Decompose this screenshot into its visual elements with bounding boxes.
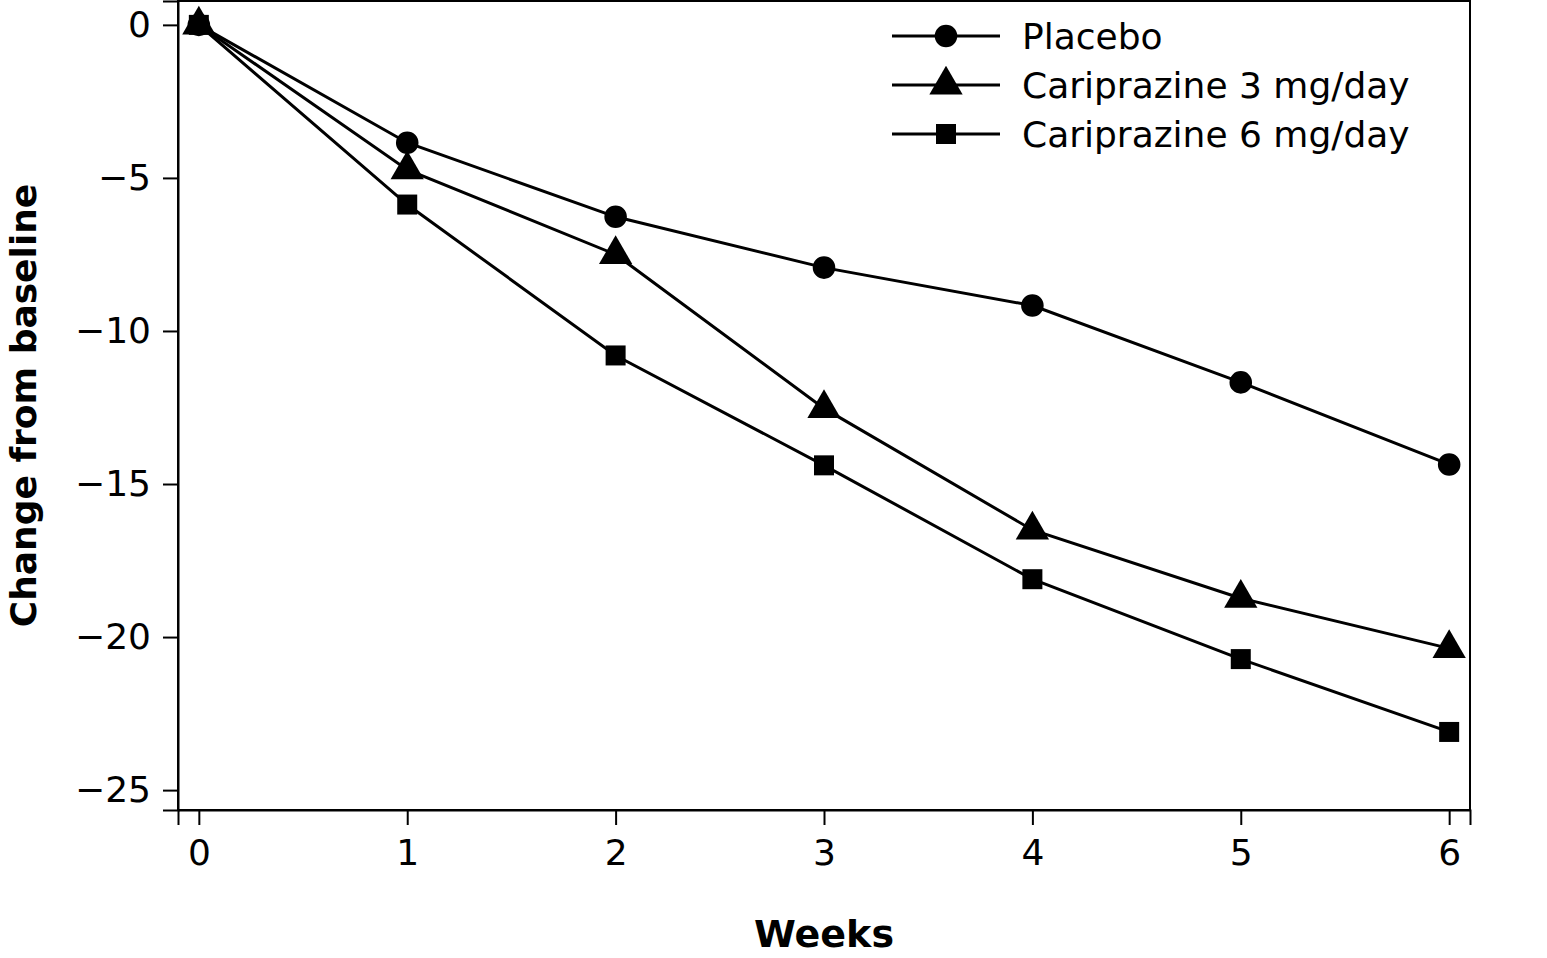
x-tick: 2 bbox=[605, 810, 628, 873]
x-axis-title: Weeks bbox=[754, 912, 894, 956]
legend: Placebo Cariprazine 3 mg/day Cariprazine 6… bbox=[892, 16, 1410, 155]
y-tick-label: −10 bbox=[75, 310, 151, 351]
series-line bbox=[199, 25, 1449, 649]
series-marker bbox=[1016, 511, 1049, 540]
y-tick-mark bbox=[163, 177, 178, 179]
y-tick-mark bbox=[163, 24, 178, 26]
y-tick-label: −25 bbox=[75, 769, 151, 810]
plot-frame bbox=[178, 1, 1470, 810]
series-marker bbox=[188, 14, 211, 37]
y-tick: −10 bbox=[75, 310, 178, 351]
x-tick-mark bbox=[824, 810, 826, 825]
x-tick-label: 0 bbox=[188, 832, 211, 873]
series-marker bbox=[813, 256, 836, 279]
x-tick-label: 3 bbox=[813, 832, 836, 873]
series-marker bbox=[1433, 629, 1466, 658]
series-marker bbox=[1439, 722, 1459, 742]
legend-item: Cariprazine 6 mg/day bbox=[892, 114, 1410, 155]
x-tick: 5 bbox=[1230, 810, 1253, 873]
series-marker bbox=[1438, 453, 1461, 476]
series-marker bbox=[1231, 649, 1251, 669]
series-marker bbox=[1021, 294, 1044, 317]
x-tick-mark bbox=[198, 810, 200, 825]
series-marker bbox=[182, 6, 215, 35]
series-marker bbox=[1022, 569, 1042, 589]
x-tick: 3 bbox=[813, 810, 836, 873]
y-tick: −25 bbox=[75, 769, 178, 810]
series-marker bbox=[397, 195, 417, 215]
x-tick-mark bbox=[407, 810, 409, 825]
y-axis: 0 −5 −10 −15 −20 −25 bbox=[75, 2, 178, 811]
x-tick-label: 2 bbox=[605, 832, 628, 873]
y-tick-label: 0 bbox=[128, 4, 151, 45]
x-tick-label: 4 bbox=[1021, 832, 1044, 873]
x-tick: 4 bbox=[1021, 810, 1044, 873]
legend-marker bbox=[936, 124, 956, 144]
series-marker bbox=[604, 206, 627, 229]
y-axis-line bbox=[163, 2, 179, 811]
x-tick: 1 bbox=[396, 810, 419, 873]
series-marker bbox=[599, 235, 632, 264]
y-tick-mark bbox=[163, 790, 178, 792]
y-tick: −15 bbox=[75, 463, 178, 504]
x-tick-label: 6 bbox=[1438, 832, 1461, 873]
legend-label: Placebo bbox=[1022, 16, 1163, 57]
legend-label: Cariprazine 3 mg/day bbox=[1022, 65, 1410, 106]
series-line bbox=[199, 25, 1449, 732]
y-tick: −5 bbox=[98, 157, 178, 198]
series-marker bbox=[807, 389, 840, 418]
series-marker bbox=[391, 150, 424, 179]
y-tick: 0 bbox=[128, 4, 178, 45]
series-marker bbox=[1224, 579, 1257, 608]
x-tick: 6 bbox=[1438, 810, 1461, 873]
plot: 0 1 2 3 4 5 6 0 −5 −10 −15 −20 −25 Placebo Cariprazine… bbox=[75, 1, 1470, 873]
series-marker bbox=[1229, 371, 1252, 394]
y-tick: −20 bbox=[75, 616, 178, 657]
y-axis-title: Change from baseline bbox=[3, 184, 44, 628]
legend-marker bbox=[929, 66, 962, 95]
y-tick-mark bbox=[163, 330, 178, 332]
legend-item: Cariprazine 3 mg/day bbox=[892, 65, 1410, 106]
y-tick-mark bbox=[163, 637, 178, 639]
x-tick-mark bbox=[1449, 810, 1451, 825]
x-axis-line bbox=[179, 811, 1471, 826]
series-marker bbox=[606, 345, 626, 365]
x-tick-mark bbox=[1032, 810, 1034, 825]
y-tick-label: −20 bbox=[75, 616, 151, 657]
x-tick-label: 5 bbox=[1230, 832, 1253, 873]
x-tick: 0 bbox=[188, 810, 211, 873]
series-marker bbox=[814, 455, 834, 475]
y-tick-label: −5 bbox=[98, 157, 151, 198]
legend-label: Cariprazine 6 mg/day bbox=[1022, 114, 1410, 155]
data-layer bbox=[182, 6, 1466, 742]
x-axis: 0 1 2 3 4 5 6 bbox=[179, 810, 1471, 873]
series-marker bbox=[189, 15, 209, 35]
y-tick-label: −15 bbox=[75, 463, 151, 504]
chart: 0 1 2 3 4 5 6 0 −5 −10 −15 −20 −25 Placebo Cariprazine… bbox=[0, 0, 1547, 958]
legend-item: Placebo bbox=[892, 16, 1163, 57]
x-tick-mark bbox=[615, 810, 617, 825]
y-tick-mark bbox=[163, 484, 178, 486]
legend-marker bbox=[935, 25, 958, 48]
series-line bbox=[199, 25, 1449, 465]
x-tick-label: 1 bbox=[396, 832, 419, 873]
x-tick-mark bbox=[1240, 810, 1242, 825]
